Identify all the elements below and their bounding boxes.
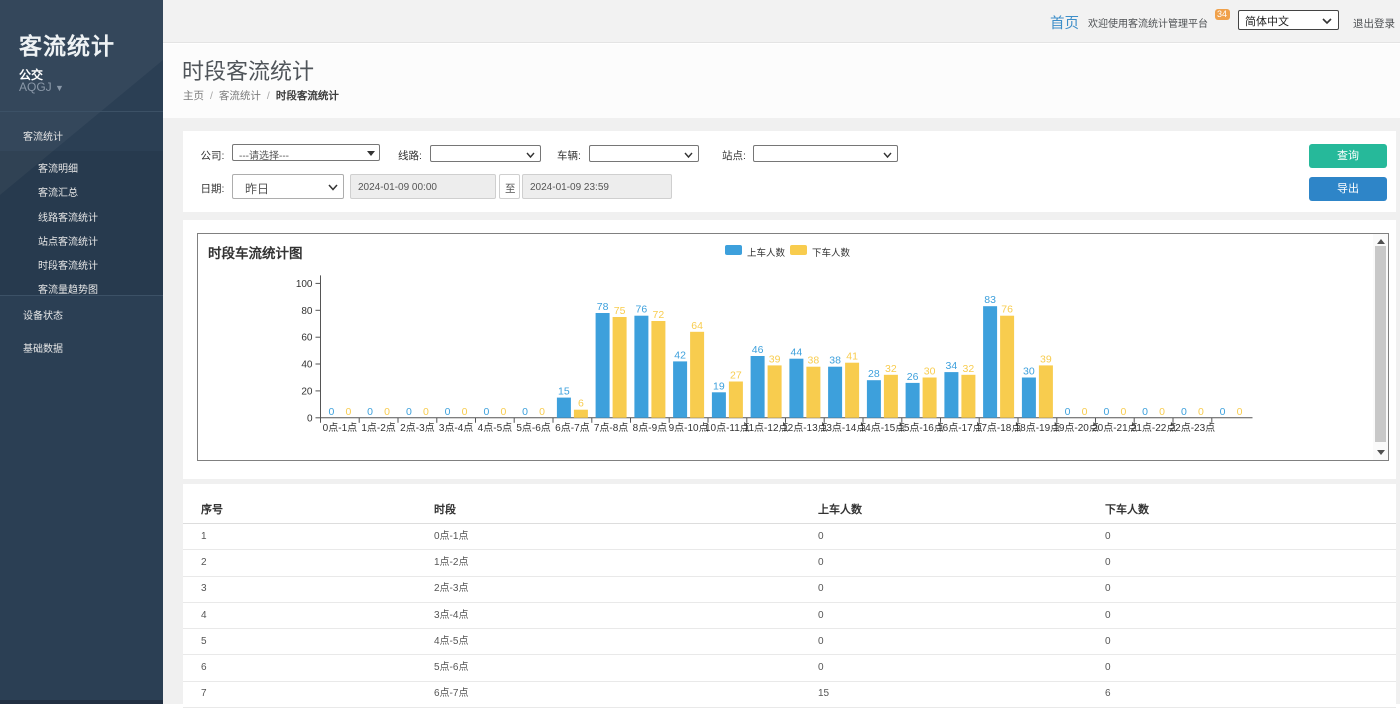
svg-text:41: 41 (846, 350, 858, 362)
svg-text:16点-17点: 16点-17点 (937, 421, 983, 433)
svg-text:14点-15点: 14点-15点 (860, 421, 906, 433)
svg-text:83: 83 (984, 294, 996, 306)
svg-text:38: 38 (808, 354, 820, 366)
svg-text:19点-20点: 19点-20点 (1053, 421, 1099, 433)
svg-text:12点-13点: 12点-13点 (782, 421, 828, 433)
svg-text:4点-5点: 4点-5点 (478, 421, 512, 433)
svg-text:5点-6点: 5点-6点 (516, 421, 550, 433)
svg-text:3点-4点: 3点-4点 (439, 421, 473, 433)
svg-text:75: 75 (614, 305, 626, 317)
svg-text:0点-1点: 0点-1点 (323, 421, 357, 433)
svg-text:6点-7点: 6点-7点 (555, 421, 589, 433)
svg-text:6: 6 (578, 397, 584, 409)
svg-text:44: 44 (791, 346, 803, 358)
svg-text:2点-3点: 2点-3点 (400, 421, 434, 433)
svg-text:18点-19点: 18点-19点 (1015, 421, 1061, 433)
svg-text:0: 0 (1181, 405, 1187, 417)
svg-text:60: 60 (301, 332, 313, 343)
svg-text:0: 0 (483, 405, 489, 417)
svg-text:1点-2点: 1点-2点 (361, 421, 395, 433)
svg-text:30: 30 (1023, 365, 1035, 377)
svg-text:38: 38 (829, 354, 841, 366)
svg-text:80: 80 (301, 305, 313, 316)
svg-text:42: 42 (674, 349, 686, 361)
svg-text:0: 0 (307, 413, 313, 424)
svg-text:0: 0 (1103, 405, 1109, 417)
svg-text:0: 0 (406, 405, 412, 417)
svg-text:0: 0 (328, 405, 334, 417)
svg-text:0: 0 (1198, 405, 1204, 417)
svg-text:100: 100 (296, 278, 313, 289)
svg-text:0: 0 (462, 405, 468, 417)
svg-text:0: 0 (345, 405, 351, 417)
svg-text:40: 40 (301, 359, 313, 370)
svg-text:10点-11点: 10点-11点 (705, 421, 750, 433)
svg-text:0: 0 (445, 405, 451, 417)
svg-text:0: 0 (1142, 405, 1148, 417)
svg-text:0: 0 (1120, 405, 1126, 417)
svg-text:0: 0 (522, 405, 528, 417)
svg-text:13点-14点: 13点-14点 (821, 421, 867, 433)
svg-text:20: 20 (301, 386, 313, 397)
svg-text:0: 0 (1065, 405, 1071, 417)
svg-text:32: 32 (885, 362, 897, 374)
svg-text:0: 0 (384, 405, 390, 417)
svg-text:15: 15 (558, 385, 570, 397)
svg-text:39: 39 (1040, 353, 1052, 365)
svg-text:9点-10点: 9点-10点 (669, 421, 709, 433)
svg-text:26: 26 (907, 370, 919, 382)
svg-text:0: 0 (1082, 405, 1088, 417)
svg-text:28: 28 (868, 368, 880, 380)
svg-text:0: 0 (1220, 405, 1226, 417)
svg-text:21点-22点: 21点-22点 (1131, 421, 1177, 433)
svg-text:8点-9点: 8点-9点 (633, 421, 667, 433)
svg-text:0: 0 (423, 405, 429, 417)
svg-text:17点-18点: 17点-18点 (976, 421, 1022, 433)
svg-text:0: 0 (367, 405, 373, 417)
svg-text:0: 0 (1159, 405, 1165, 417)
svg-text:0: 0 (500, 405, 506, 417)
svg-text:0: 0 (1237, 405, 1243, 417)
svg-text:64: 64 (691, 319, 703, 331)
svg-text:7点-8点: 7点-8点 (594, 421, 628, 433)
svg-text:15点-16点: 15点-16点 (898, 421, 944, 433)
svg-text:20点-21点: 20点-21点 (1092, 421, 1138, 433)
svg-text:46: 46 (752, 344, 764, 356)
svg-text:76: 76 (636, 303, 648, 315)
svg-text:30: 30 (924, 365, 936, 377)
svg-text:32: 32 (963, 362, 975, 374)
svg-text:19: 19 (713, 380, 725, 392)
svg-text:76: 76 (1001, 303, 1013, 315)
svg-text:34: 34 (946, 360, 958, 372)
svg-text:72: 72 (653, 309, 665, 321)
svg-text:0: 0 (539, 405, 545, 417)
svg-text:22点-23点: 22点-23点 (1170, 421, 1216, 433)
svg-text:39: 39 (769, 353, 781, 365)
svg-text:11点-12点: 11点-12点 (744, 421, 789, 433)
svg-text:78: 78 (597, 301, 609, 313)
svg-text:27: 27 (730, 369, 742, 381)
